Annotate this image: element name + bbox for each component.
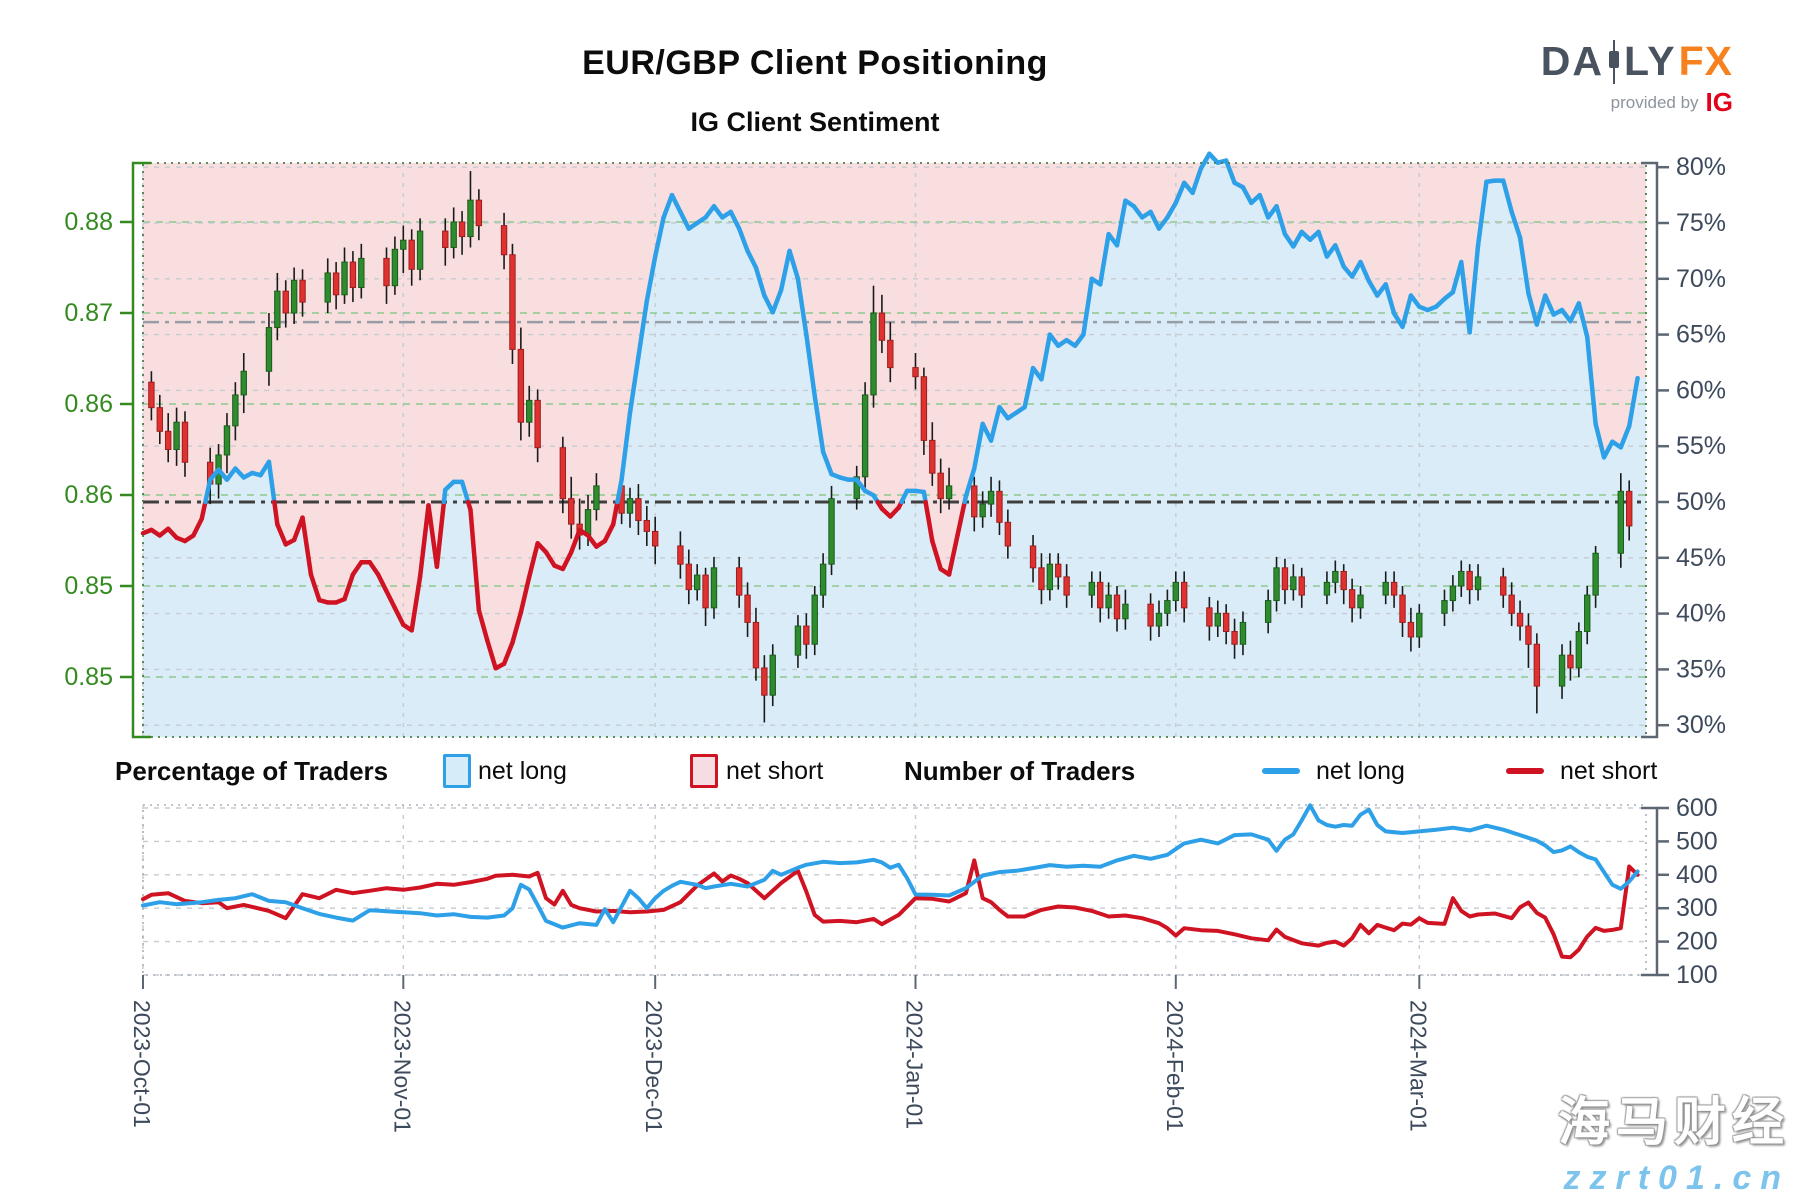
- net-short-swatch-icon: [690, 754, 718, 788]
- reference-lines: [143, 320, 1646, 504]
- svg-text:80%: 80%: [1676, 153, 1726, 181]
- plot-borders: [142, 162, 1647, 976]
- ig-logo: IG: [1705, 87, 1733, 117]
- header: EUR/GBP Client Positioning IG Client Sen…: [0, 44, 1630, 138]
- percent-gridlines: [143, 166, 1646, 726]
- svg-text:0.88: 0.88: [64, 208, 113, 236]
- svg-text:65%: 65%: [1676, 321, 1726, 349]
- legend-label-net-long-count: net long: [1316, 757, 1405, 785]
- net-long-swatch-icon: [443, 754, 471, 788]
- provided-by-label: provided by: [1610, 92, 1699, 112]
- count-axis: 600 500 400 300 200 100: [1641, 794, 1718, 989]
- svg-text:300: 300: [1676, 894, 1718, 922]
- dailyfx-logo: DA LY FX provided by IG: [1518, 38, 1733, 118]
- net-short-line-icon: [1506, 768, 1544, 774]
- svg-text:500: 500: [1676, 827, 1718, 855]
- candlestick-icon: [1607, 39, 1621, 84]
- candlestick-layer: [148, 171, 1633, 723]
- svg-text:100: 100: [1676, 961, 1718, 989]
- trader-count-lines: [141, 803, 1640, 960]
- price-axis: 0.88 0.87 0.86 0.86 0.85 0.85: [64, 161, 151, 739]
- svg-text:70%: 70%: [1676, 265, 1726, 293]
- svg-text:2024-Feb-01: 2024-Feb-01: [1162, 1000, 1188, 1132]
- legend-heading-number: Number of Traders: [904, 756, 1136, 786]
- sentiment-background-fills: [143, 153, 1646, 738]
- svg-text:0.86: 0.86: [64, 390, 113, 418]
- logo-text-ly: LY: [1623, 38, 1677, 84]
- page-title: EUR/GBP Client Positioning: [582, 44, 1048, 82]
- svg-text:2023-Oct-01: 2023-Oct-01: [129, 1000, 155, 1128]
- svg-text:35%: 35%: [1676, 655, 1726, 683]
- svg-text:2024-Mar-01: 2024-Mar-01: [1405, 1000, 1431, 1132]
- watermark-line1: 海马财经: [1557, 1094, 1790, 1152]
- legend-label-net-short-pct: net short: [726, 757, 824, 785]
- net-long-line-icon: [1262, 768, 1300, 774]
- svg-text:50%: 50%: [1676, 488, 1726, 516]
- svg-text:55%: 55%: [1676, 432, 1726, 460]
- svg-text:0.85: 0.85: [64, 663, 113, 691]
- chart-subtitle: IG Client Sentiment: [690, 107, 940, 137]
- legend-label-net-short-count: net short: [1560, 757, 1658, 785]
- svg-text:40%: 40%: [1676, 600, 1726, 628]
- watermark: 海马财经 zzrt01.cn: [1558, 1080, 1790, 1198]
- legend-heading-percentage: Percentage of Traders: [115, 756, 389, 786]
- svg-text:400: 400: [1676, 861, 1718, 889]
- sentiment-line: [140, 151, 1640, 671]
- svg-text:75%: 75%: [1676, 209, 1726, 237]
- svg-text:45%: 45%: [1676, 544, 1726, 572]
- percent-axis: 80% 75% 70% 65% 60% 55% 50% 45% 40% 35% 30%: [1641, 153, 1726, 739]
- svg-text:60%: 60%: [1676, 376, 1726, 404]
- svg-text:600: 600: [1676, 794, 1718, 822]
- x-axis: 2023-Oct-01 2023-Nov-01 2023-Dec-01 2024-Ja…: [129, 975, 1431, 1133]
- net-long-count-line: [141, 803, 1640, 930]
- svg-text:2023-Nov-01: 2023-Nov-01: [389, 1000, 415, 1133]
- svg-text:2023-Dec-01: 2023-Dec-01: [641, 1000, 667, 1133]
- svg-text:0.87: 0.87: [64, 299, 113, 327]
- svg-text:2024-Jan-01: 2024-Jan-01: [901, 1000, 927, 1129]
- count-gridlines: [143, 807, 1646, 976]
- chart-legend: Percentage of Traders net long net short…: [0, 750, 1800, 796]
- svg-text:0.85: 0.85: [64, 572, 113, 600]
- svg-text:200: 200: [1676, 928, 1718, 956]
- logo-text-da: DA: [1540, 38, 1604, 84]
- svg-text:0.86: 0.86: [64, 481, 113, 509]
- watermark-line2: zzrt01.cn: [1563, 1159, 1790, 1197]
- svg-text:30%: 30%: [1676, 711, 1726, 739]
- legend-label-net-long-pct: net long: [478, 757, 567, 785]
- month-gridlines: [142, 163, 1421, 975]
- logo-text-fx: FX: [1678, 38, 1733, 84]
